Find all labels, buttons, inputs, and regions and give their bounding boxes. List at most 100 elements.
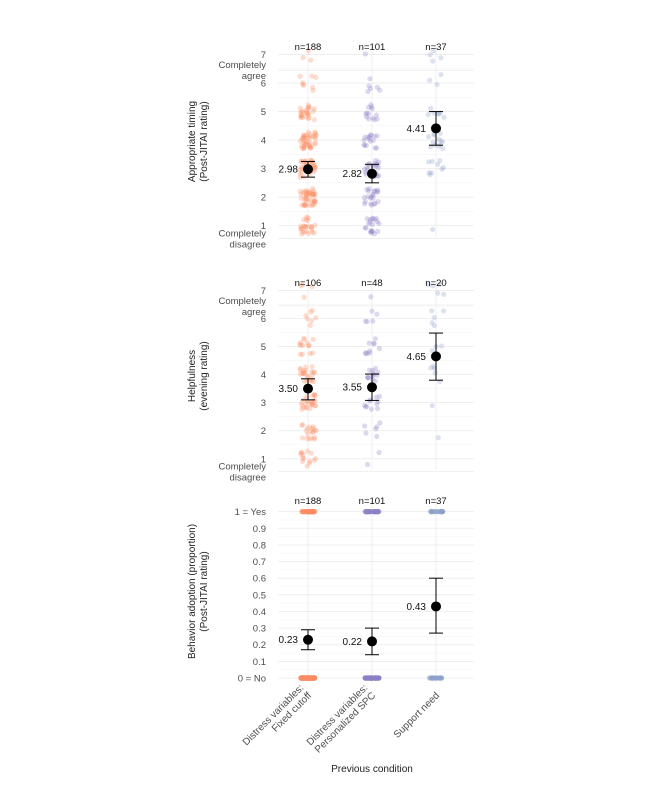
- data-point: [304, 142, 311, 148]
- data-point: [310, 201, 316, 207]
- data-point: [313, 132, 319, 138]
- data-point: [305, 509, 311, 515]
- data-point: [306, 189, 312, 195]
- data-point: [302, 336, 308, 342]
- data-point: [307, 424, 313, 430]
- data-point: [426, 134, 432, 140]
- data-point: [297, 109, 304, 115]
- data-point: [309, 191, 316, 197]
- data-point: [428, 509, 434, 515]
- mean-marker: [367, 168, 377, 179]
- data-point: [441, 291, 447, 297]
- data-point: [312, 129, 318, 135]
- data-point: [313, 74, 319, 80]
- mean-marker: [367, 382, 377, 393]
- data-point: [298, 164, 305, 170]
- data-point: [374, 219, 380, 225]
- data-point: [307, 191, 313, 197]
- data-point: [364, 216, 370, 222]
- data-point: [365, 88, 371, 95]
- data-point: [436, 281, 443, 288]
- data-point: [311, 117, 317, 123]
- data-point: [376, 345, 383, 352]
- data-point: [311, 106, 317, 112]
- data-point: [301, 396, 308, 402]
- data-point: [370, 137, 376, 143]
- data-point: [363, 430, 369, 436]
- data-point: [308, 197, 314, 203]
- data-point: [428, 170, 435, 176]
- y-tick-label: 0.5: [253, 590, 266, 601]
- y-tick-label: 0.8: [253, 540, 266, 551]
- data-point: [370, 215, 376, 221]
- data-point: [365, 375, 371, 381]
- data-point: [427, 52, 433, 58]
- data-point: [377, 87, 383, 93]
- data-point: [303, 191, 309, 198]
- data-point: [297, 351, 303, 357]
- data-point: [302, 224, 309, 230]
- data-point: [313, 132, 319, 138]
- panel-helpfulness: 7Completelyagree654321Completelydisagree…: [187, 278, 474, 483]
- data-point: [301, 370, 308, 377]
- data-point: [373, 394, 379, 400]
- data-point: [435, 435, 441, 441]
- data-point: [375, 165, 381, 171]
- data-point: [306, 142, 312, 148]
- data-point: [303, 428, 309, 434]
- y-tick-label: disagree: [230, 239, 266, 250]
- data-point: [305, 215, 311, 221]
- y-tick-label: 7: [261, 286, 266, 297]
- n-label: n=20: [425, 278, 446, 289]
- data-point: [372, 200, 378, 206]
- data-point: [297, 365, 303, 372]
- data-point: [313, 136, 319, 142]
- y-tick-label: 2: [261, 426, 266, 437]
- data-point: [305, 217, 311, 224]
- data-point: [298, 112, 305, 118]
- y-axis-title: (evening rating): [199, 341, 210, 410]
- data-point: [368, 132, 374, 138]
- data-point: [303, 401, 309, 407]
- data-point: [361, 137, 367, 143]
- data-point: [367, 76, 373, 82]
- data-point: [304, 132, 310, 138]
- data-point: [307, 139, 313, 145]
- data-point: [305, 112, 312, 118]
- data-point: [372, 336, 379, 342]
- data-point: [308, 134, 314, 140]
- data-point: [368, 85, 374, 92]
- data-point: [300, 422, 306, 428]
- data-point: [300, 335, 307, 342]
- data-point: [311, 369, 318, 375]
- data-point: [370, 228, 376, 235]
- y-tick-label: 0.3: [253, 624, 266, 635]
- data-point: [310, 133, 316, 140]
- data-point: [311, 162, 317, 168]
- data-point: [310, 191, 316, 197]
- data-point: [312, 222, 318, 228]
- data-point: [305, 134, 311, 140]
- data-point: [300, 54, 306, 61]
- data-point: [309, 378, 315, 384]
- data-point: [431, 675, 437, 681]
- data-point: [299, 435, 306, 441]
- data-point: [302, 201, 308, 208]
- data-point: [371, 188, 377, 194]
- data-point: [366, 116, 372, 122]
- data-point: [301, 196, 308, 202]
- data-point: [302, 133, 308, 140]
- data-point: [312, 199, 318, 205]
- data-point: [364, 318, 370, 325]
- data-point: [299, 282, 306, 288]
- y-tick-label: 1: [261, 221, 266, 232]
- data-point: [304, 139, 311, 145]
- data-point: [300, 80, 306, 86]
- data-point: [441, 308, 447, 314]
- data-point: [370, 376, 376, 382]
- data-point: [374, 509, 380, 515]
- data-point: [309, 229, 315, 235]
- data-point: [303, 313, 309, 319]
- data-point: [361, 402, 368, 409]
- mean-marker: [431, 601, 441, 612]
